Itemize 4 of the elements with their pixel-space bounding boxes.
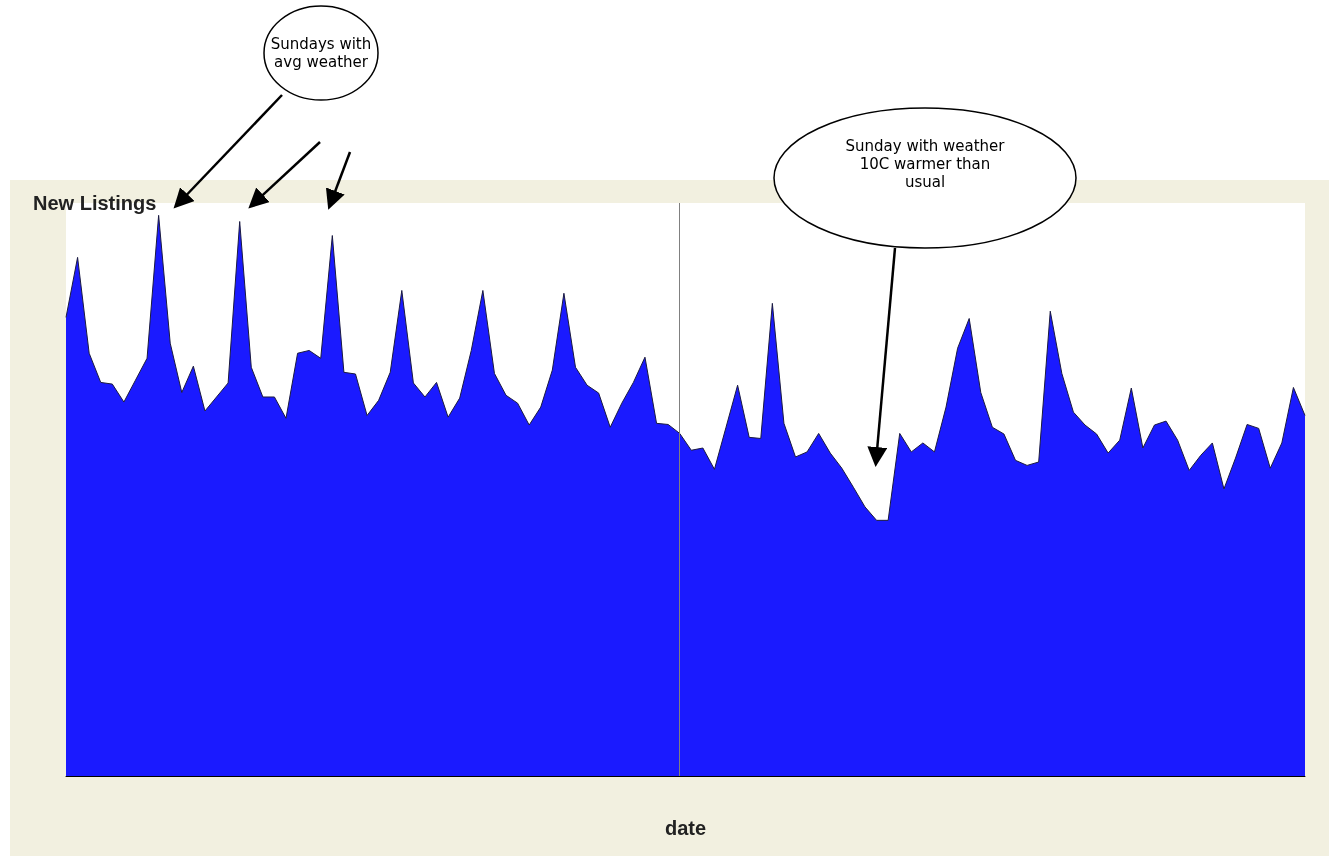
text: Sunday with weather 10C warmer than usual bbox=[845, 137, 1005, 191]
text: Sundays with avg weather bbox=[269, 35, 373, 71]
chart-title: New Listings bbox=[33, 192, 157, 214]
x-axis-title: date bbox=[664, 817, 707, 839]
